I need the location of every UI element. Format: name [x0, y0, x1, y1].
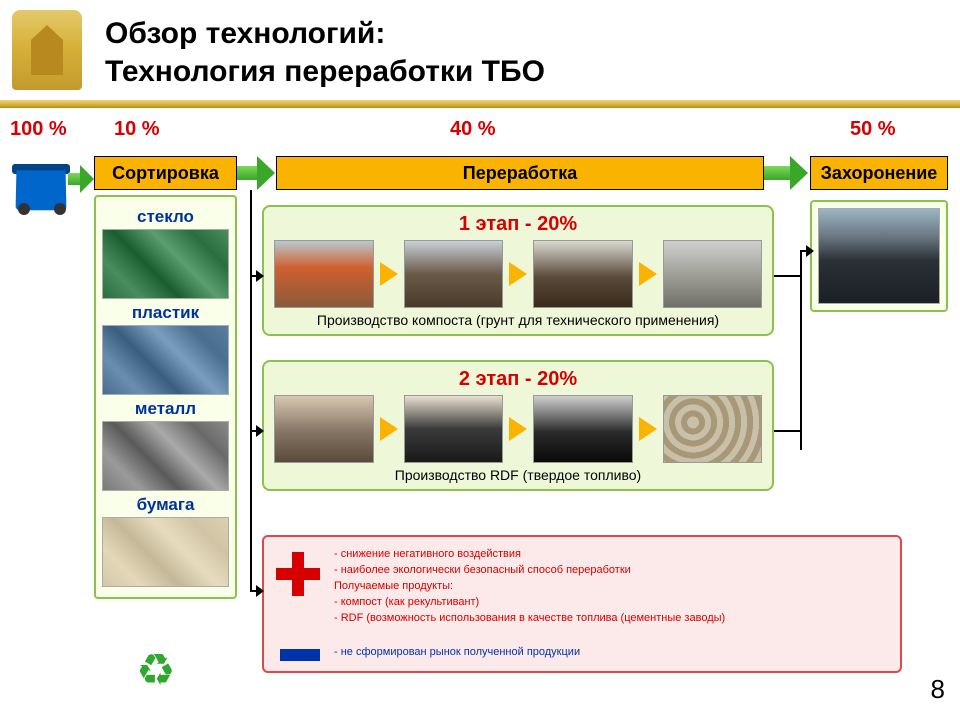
stage2-caption: Производство RDF (твердое топливо) [274, 467, 762, 483]
arrow-icon [639, 417, 657, 441]
stage2-row [274, 395, 762, 463]
flow-vertical [250, 190, 252, 590]
sorting-column: стекло пластик металл бумага [94, 195, 237, 599]
stage2-img3 [533, 395, 633, 463]
stage1-img1 [274, 240, 374, 308]
page-title: Обзор технологий: Технология переработки… [105, 15, 545, 90]
label-paper: бумага [102, 495, 229, 515]
stage2-img1 [274, 395, 374, 463]
label-metal: металл [102, 399, 229, 419]
arrow-icon [509, 417, 527, 441]
pct-50: 50 % [850, 118, 896, 141]
arrow-sort-to-process [237, 156, 276, 190]
bullet-6: - не сформирован рынок полученной продук… [334, 645, 890, 661]
bullet-2: - наиболее экологически безопасный спосо… [334, 563, 890, 579]
flow-s2-right [774, 430, 802, 432]
page-number: 8 [931, 674, 945, 705]
bullet-3: Получаемые продукты: [334, 579, 890, 595]
process-stage-2: 2 этап - 20% Производство RDF (твердое т… [262, 360, 774, 491]
arrow-icon [639, 262, 657, 286]
bullet-5: - RDF (возможность использования в качес… [334, 611, 890, 627]
flow-arrow-burial [806, 245, 814, 257]
img-plastic [102, 325, 229, 395]
stage1-caption: Производство компоста (грунт для техниче… [274, 312, 762, 328]
stage2-img2 [404, 395, 504, 463]
pct-100: 100 % [10, 118, 67, 141]
advantages-panel: - снижение негативного воздействия - наи… [262, 535, 902, 673]
stage1-img2 [404, 240, 504, 308]
stage1-img3 [533, 240, 633, 308]
arrow-icon [380, 417, 398, 441]
stage1-img4 [663, 240, 763, 308]
pct-10: 10 % [114, 118, 160, 141]
stage-process: Переработка [276, 156, 764, 190]
arrow-icon [380, 262, 398, 286]
label-glass: стекло [102, 207, 229, 227]
flow-s1-right [774, 275, 802, 277]
img-metal [102, 421, 229, 491]
stage-burial: Захоронение [810, 156, 948, 190]
bullet-1: - снижение негативного воздействия [334, 547, 890, 563]
title-line-2: Технология переработки ТБО [105, 53, 545, 91]
arrow-process-to-burial [764, 156, 810, 190]
stage1-title: 1 этап - 20% [274, 213, 762, 236]
flow-arrow-s2 [256, 425, 264, 437]
burial-column [810, 200, 948, 312]
label-plastic: пластик [102, 303, 229, 323]
bullet-4: - компост (как рекультивант) [334, 595, 890, 611]
stage2-title: 2 этап - 20% [274, 368, 762, 391]
stage2-img4 [663, 395, 763, 463]
flow-arrow-s1 [256, 270, 264, 282]
arrow-bin-to-sort [68, 165, 94, 193]
img-glass [102, 229, 229, 299]
stage-sort: Сортировка [94, 156, 237, 190]
img-paper [102, 517, 229, 587]
stage1-row [274, 240, 762, 308]
recycle-icon: ♻ [136, 645, 175, 696]
title-line-1: Обзор технологий: [105, 15, 545, 53]
flow-arrow-bullets [256, 585, 264, 597]
arrow-icon [509, 262, 527, 286]
pct-40: 40 % [450, 118, 496, 141]
minus-icon [280, 649, 320, 661]
regional-emblem [12, 10, 82, 90]
burial-img [818, 208, 940, 304]
divider-gold [0, 100, 960, 108]
process-stage-1: 1 этап - 20% Производство компоста (грун… [262, 205, 774, 336]
flow-right-vertical [800, 250, 802, 450]
plus-icon [276, 552, 320, 596]
